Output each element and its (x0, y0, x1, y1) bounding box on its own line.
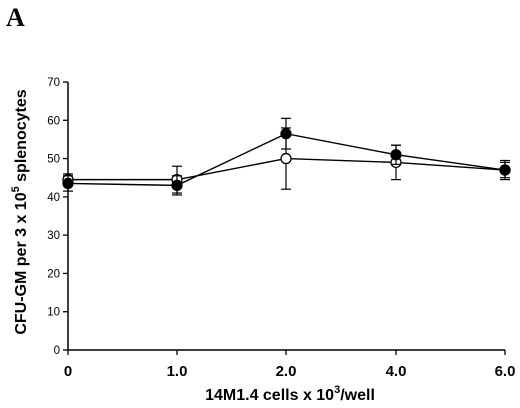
y-tick-label: 0 (54, 345, 60, 357)
y-axis-title: CFU-GM per 3 x 105 splenocytes (10, 89, 30, 334)
x-axis-title: 14M1.4 cells x 103/well (205, 384, 375, 404)
panel-label: A (6, 3, 25, 32)
x-tick-label: 4.0 (386, 363, 407, 380)
data-point (280, 128, 292, 140)
x-tick-label: 6.0 (495, 363, 516, 380)
x-axis-ticks: 0 1.0 2.0 4.0 6.0 (64, 350, 516, 380)
series-layer (62, 117, 511, 196)
data-point (280, 152, 292, 165)
x-tick-label: 1.0 (167, 363, 188, 380)
x-tick-label: 2.0 (276, 363, 297, 380)
data-point (62, 177, 74, 190)
y-tick-label: 20 (47, 268, 60, 280)
y-tick-label: 50 (47, 154, 60, 166)
y-tick-label: 40 (47, 192, 60, 204)
y-axis-ticks: 0 10 20 30 40 50 60 70 (47, 77, 68, 357)
series-0 (62, 117, 511, 196)
y-tick-label: 60 (47, 115, 60, 127)
y-tick-label: 30 (47, 230, 60, 242)
x-tick-label: 0 (64, 363, 72, 380)
data-point (171, 179, 183, 192)
data-point (499, 164, 511, 176)
data-point (390, 149, 402, 161)
y-tick-label: 70 (47, 77, 60, 89)
y-tick-label: 10 (47, 307, 60, 319)
